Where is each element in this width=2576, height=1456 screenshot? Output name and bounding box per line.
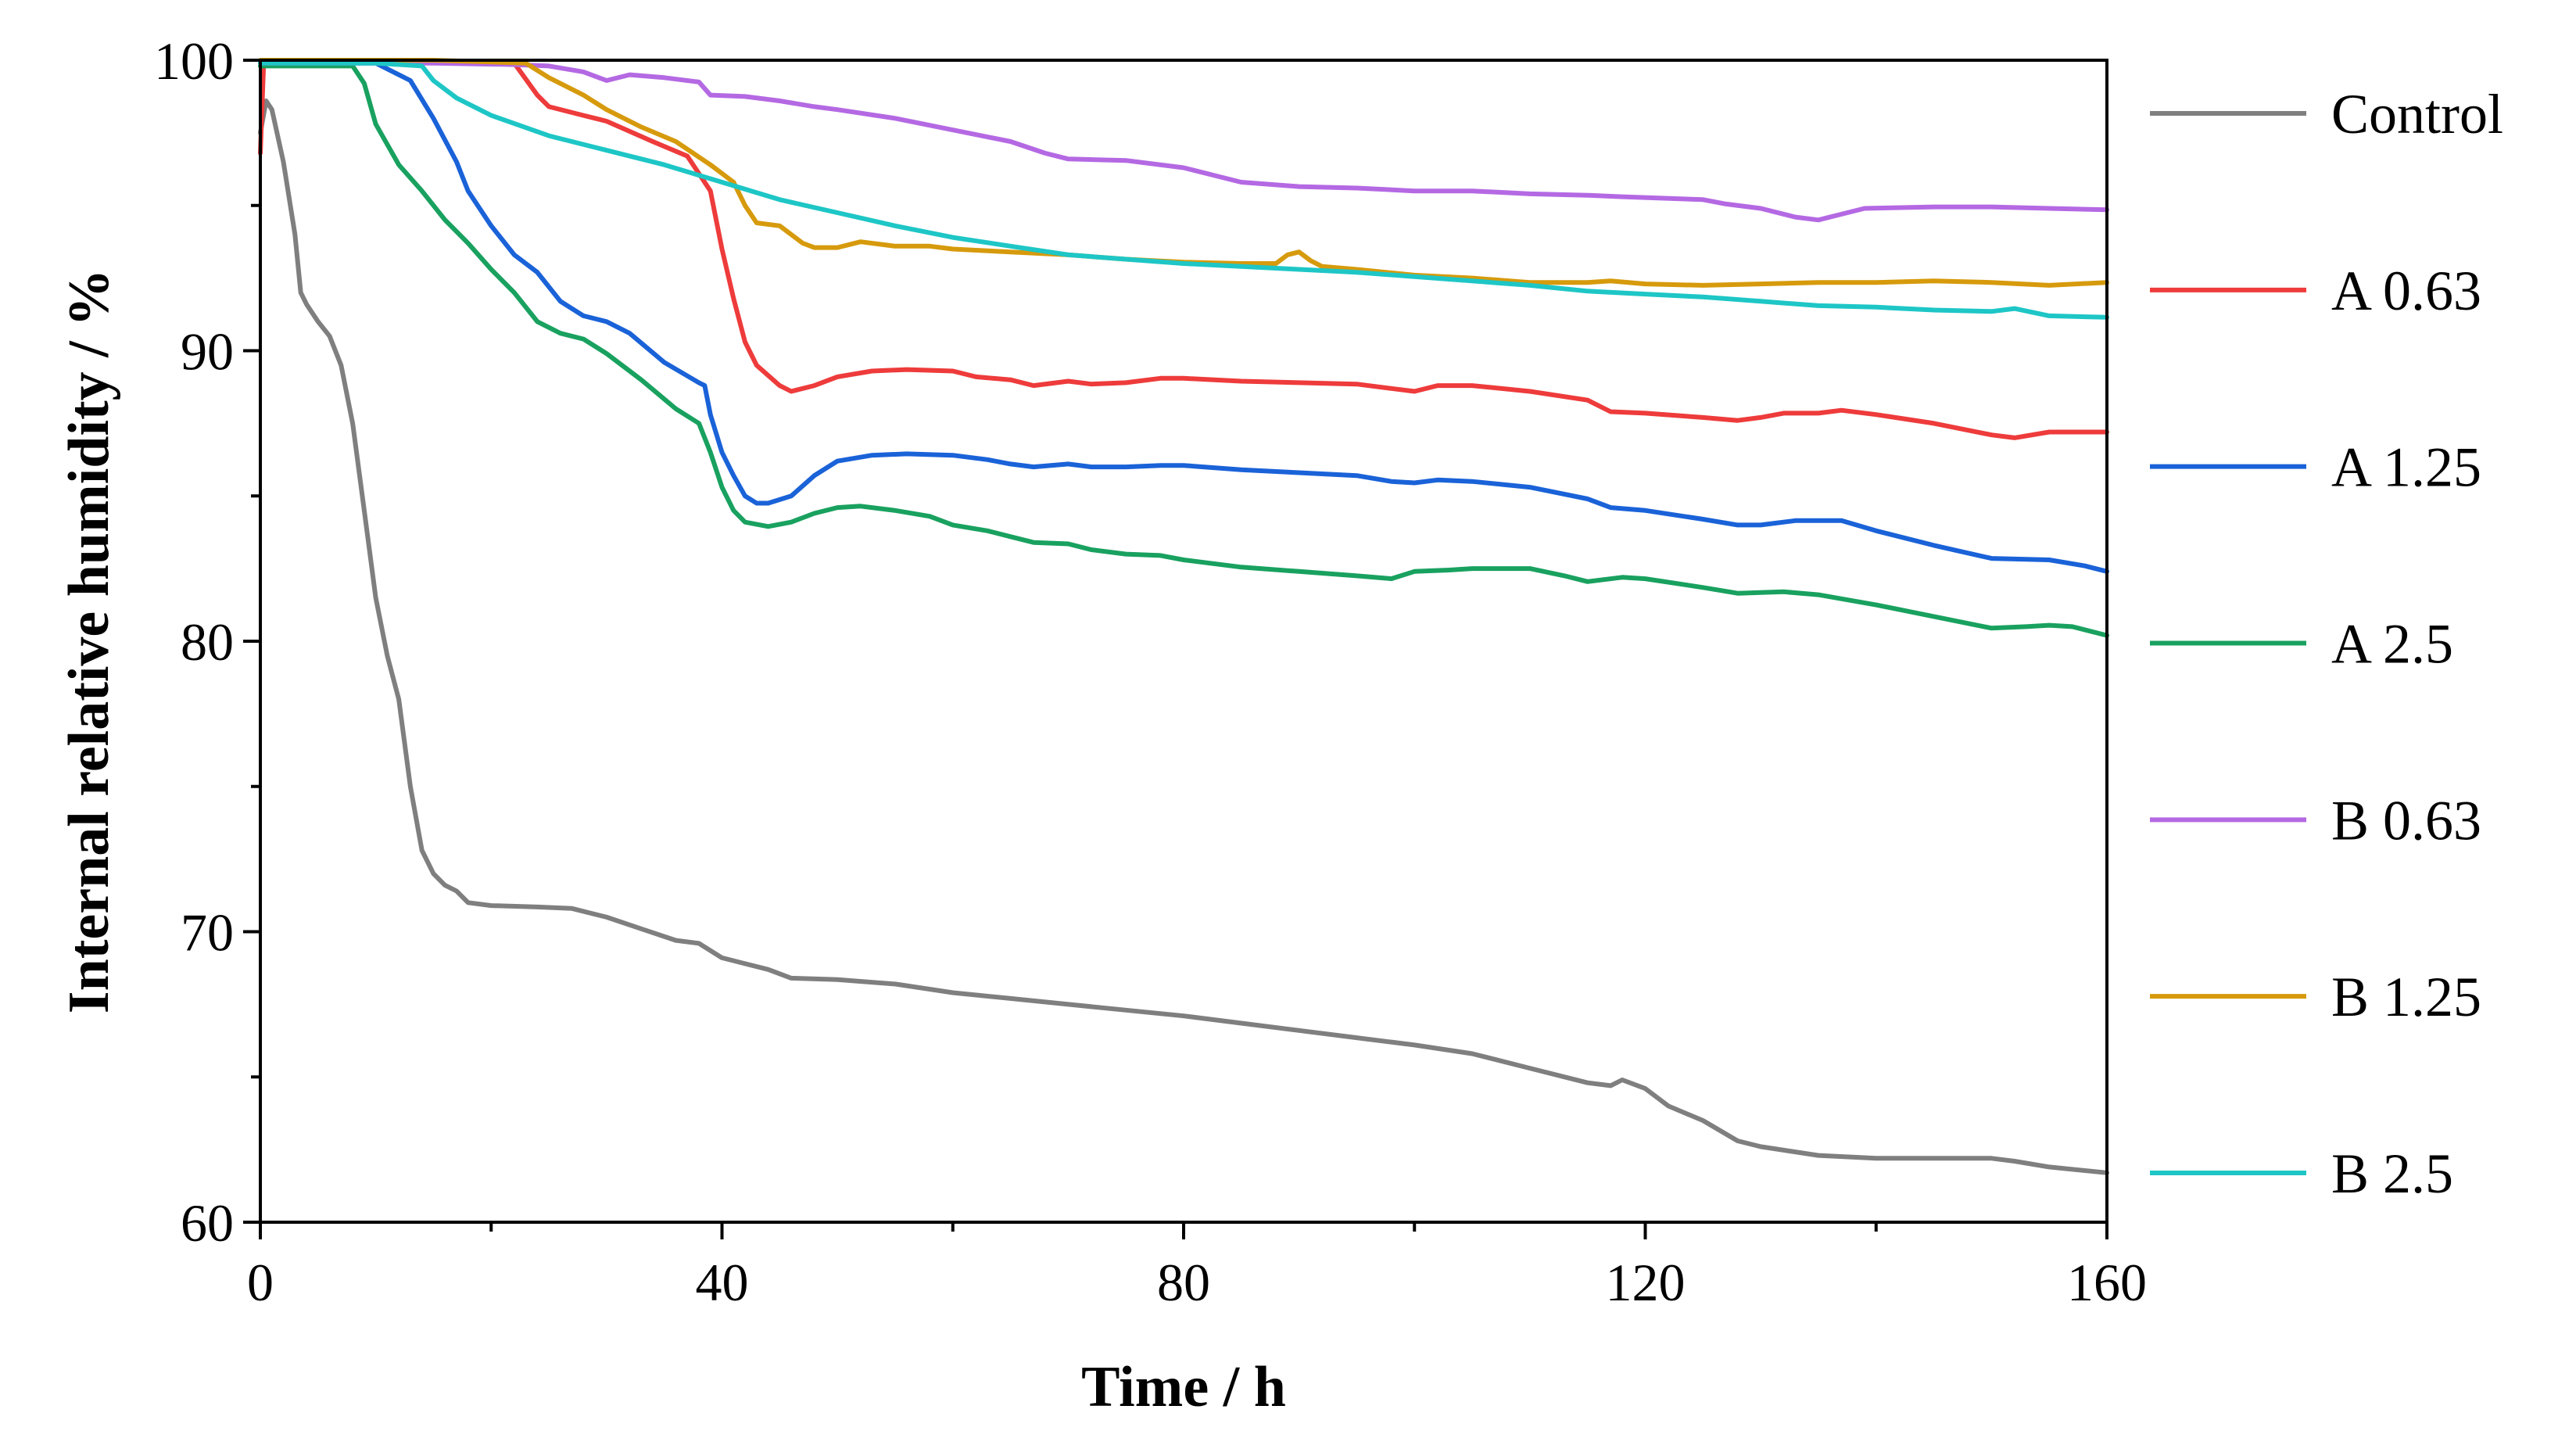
legend-entry: A 1.25 — [2150, 436, 2481, 499]
x-axis-title: Time / h — [1081, 1355, 1286, 1419]
legend-entry: A 0.63 — [2150, 260, 2481, 322]
series-line-b-2-5 — [258, 60, 2109, 320]
series-line-a-1-25 — [258, 60, 2109, 574]
legend-label: B 0.63 — [2331, 789, 2481, 852]
y-tick-label: 70 — [181, 903, 234, 963]
legend-entry: B 1.25 — [2150, 966, 2481, 1028]
y-tick-label: 100 — [154, 31, 234, 91]
legend-label: A 2.5 — [2331, 613, 2453, 676]
plot-frame — [259, 59, 2108, 1224]
x-tick-label: 80 — [1157, 1253, 1210, 1312]
series-line-a-0-63 — [258, 58, 2109, 440]
y-tick-label: 60 — [181, 1193, 234, 1253]
x-tick-label: 40 — [696, 1253, 749, 1312]
series-layer — [258, 58, 2109, 1175]
legend-entry: A 2.5 — [2150, 613, 2453, 676]
x-tick-label: 160 — [2067, 1253, 2147, 1312]
legend-label: B 2.5 — [2331, 1142, 2453, 1205]
series-line-b-0-63 — [258, 60, 2109, 223]
legend-label: Control — [2331, 83, 2503, 145]
y-axis-title: Internal relative humidity / % — [57, 269, 121, 1013]
legend-entry: B 2.5 — [2150, 1142, 2453, 1205]
ticks-layer: 0 40 80 120 160 60 70 80 90 100 — [154, 31, 2147, 1312]
legend: Control A 0.63 A 1.25 A 2.5 B 0.63 B 1.25 B 2.… — [2150, 83, 2503, 1205]
legend-entry: Control — [2150, 83, 2503, 145]
legend-label: A 0.63 — [2331, 260, 2481, 322]
legend-entry: B 0.63 — [2150, 789, 2481, 852]
y-tick-label: 90 — [181, 322, 234, 382]
y-tick-label: 80 — [181, 612, 234, 672]
series-line-control — [258, 99, 2109, 1175]
legend-label: A 1.25 — [2331, 436, 2481, 499]
series-line-a-2-5 — [258, 63, 2109, 638]
x-tick-label: 0 — [247, 1253, 274, 1312]
legend-label: B 1.25 — [2331, 966, 2481, 1028]
x-tick-label: 120 — [1606, 1253, 1686, 1312]
